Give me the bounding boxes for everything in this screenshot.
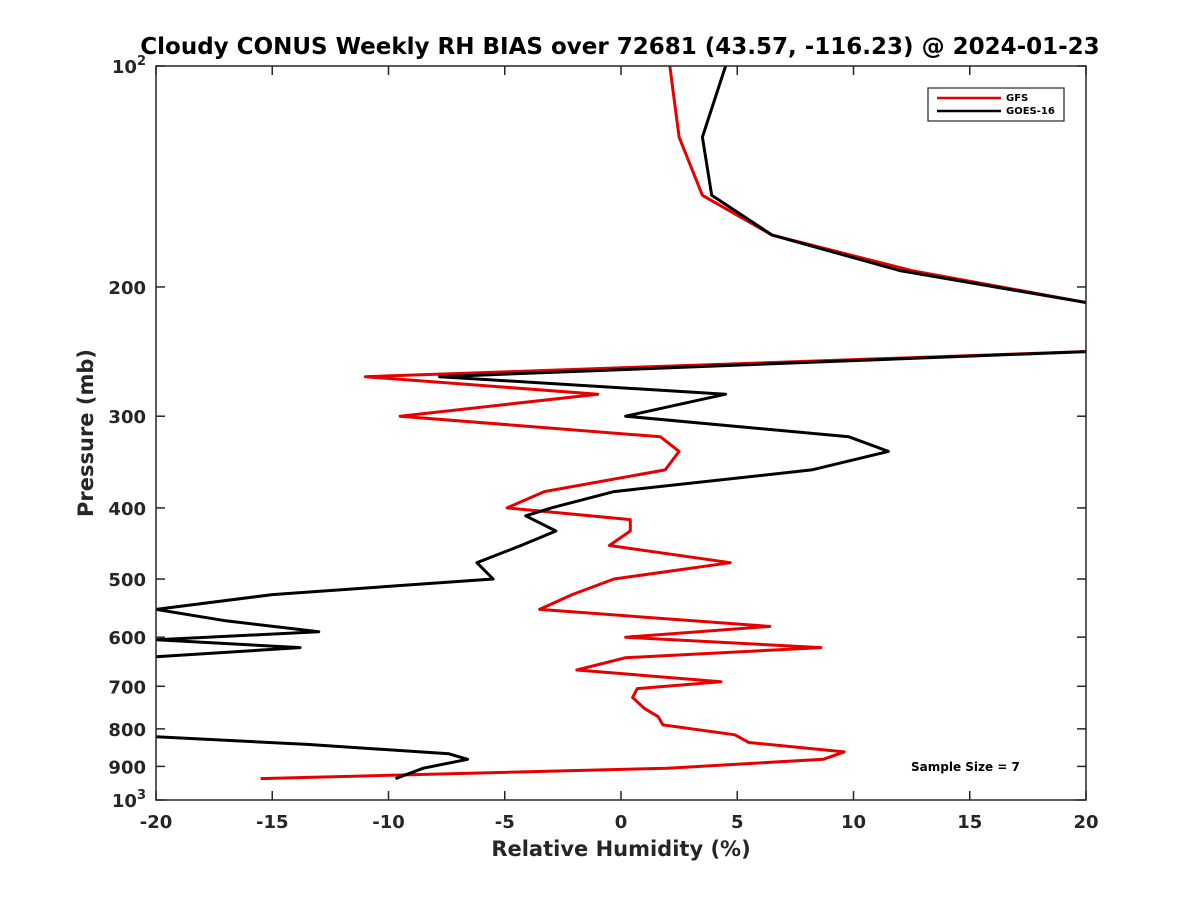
y-tick-label: 400 <box>108 499 146 520</box>
legend-box <box>927 87 1065 122</box>
y-axis-label: Pressure (mb) <box>74 349 98 517</box>
y-tick-label: 300 <box>108 407 146 428</box>
x-tick-label: -20 <box>140 812 173 833</box>
chart-title: Cloudy CONUS Weekly RH BIAS over 72681 (… <box>140 34 1099 60</box>
y-tick-label: 700 <box>108 677 146 698</box>
x-tick-label: -10 <box>372 812 405 833</box>
x-tick-label: -15 <box>256 812 289 833</box>
x-axis: -20 -15 -10 -5 0 5 10 15 20 <box>140 66 1099 833</box>
y-tick-label: 800 <box>108 720 146 741</box>
x-tick-label: 0 <box>615 812 628 833</box>
x-tick-label: -5 <box>495 812 515 833</box>
y-tick-label: 600 <box>108 628 146 649</box>
x-tick-label: 5 <box>731 812 744 833</box>
x-tick-label: 15 <box>957 812 982 833</box>
legend: GFS GOES-16 <box>927 87 1065 122</box>
series-line-gfs <box>260 66 1086 781</box>
series-line-goes-16 <box>156 66 1086 781</box>
y-tick-label: 102 <box>112 54 146 78</box>
sample-size-annotation: Sample Size = 7 <box>911 760 1020 774</box>
y-axis: 102 200 300 400 500 600 700 800 900 103 <box>108 54 1086 812</box>
y-tick-label: 200 <box>108 278 146 299</box>
y-tick-label: 103 <box>112 788 146 812</box>
legend-label-gfs: GFS <box>1006 93 1028 104</box>
series-layer <box>156 66 1086 781</box>
y-tick-label: 500 <box>108 570 146 591</box>
legend-label-goes16: GOES-16 <box>1006 106 1055 117</box>
x-tick-label: 20 <box>1073 812 1098 833</box>
y-tick-label: 900 <box>108 757 146 778</box>
x-tick-label: 10 <box>841 812 866 833</box>
plot-area: -20 -15 -10 -5 0 5 10 15 20 102 200 300 400 500 600 70… <box>108 54 1098 833</box>
x-axis-label: Relative Humidity (%) <box>491 837 750 861</box>
